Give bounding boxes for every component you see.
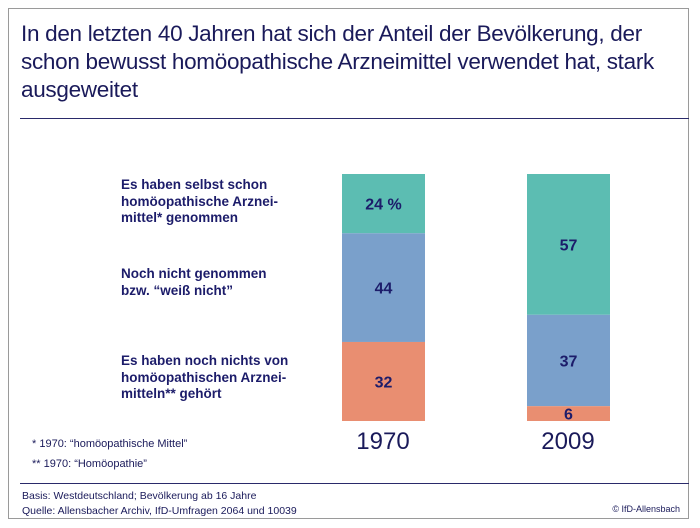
footer-basis: Basis: Westdeutschland; Bevölkerung ab 1… xyxy=(22,490,257,502)
footer-divider xyxy=(20,483,689,484)
bar-segment-1970-taken xyxy=(342,174,425,234)
bar-segment-2009-taken xyxy=(527,174,610,315)
bar-segment-1970-not-taken xyxy=(342,233,425,342)
chart-title: In den letzten 40 Jahren hat sich der An… xyxy=(21,21,654,102)
footnote-2: ** 1970: “Homöopathie” xyxy=(32,458,147,470)
title-divider xyxy=(20,118,689,119)
footnote-1: * 1970: “homöopathische Mittel” xyxy=(32,438,188,450)
bar-segment-1970-never-heard xyxy=(342,341,425,421)
footer-source: Quelle: Allensbacher Archiv, IfD-Umfrage… xyxy=(22,505,297,517)
legend-label-never-heard: Es haben noch nichts von homöopathischen… xyxy=(121,353,289,401)
data-label-2009-not-taken: 37 xyxy=(560,353,578,370)
data-label-2009-never-heard: 6 xyxy=(564,407,573,424)
x-tick-2009: 2009 xyxy=(541,428,595,455)
data-label-1970-never-heard: 32 xyxy=(375,374,393,391)
data-label-1970-not-taken: 44 xyxy=(375,281,393,298)
x-tick-1970: 1970 xyxy=(356,428,410,455)
copyright: © IfD-Allensbach xyxy=(612,504,680,514)
bar-segment-2009-never-heard xyxy=(527,406,610,421)
legend-label-not-taken: Noch nicht genommen bzw. “weiß nicht” xyxy=(121,266,267,298)
data-label-1970-taken: 24 % xyxy=(365,197,401,214)
data-label-2009-taken: 57 xyxy=(560,237,578,254)
legend-label-taken: Es haben selbst schon homöopathische Arz… xyxy=(121,177,279,225)
chart-frame xyxy=(8,8,689,519)
bar-segment-2009-not-taken xyxy=(527,314,610,407)
